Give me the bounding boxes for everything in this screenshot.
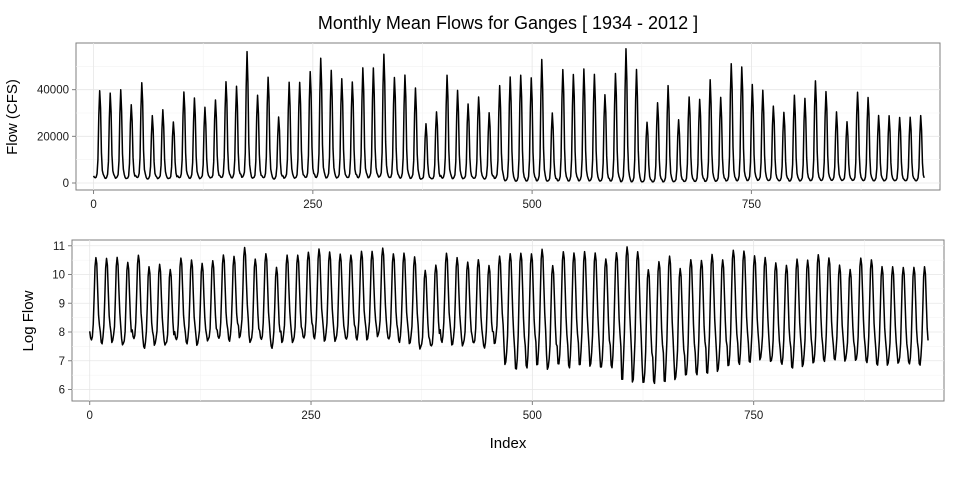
log-flow-x-tick-label: 750: [744, 410, 763, 422]
log-flow-y-tick-label: 7: [59, 356, 65, 368]
flow-x-tick-label: 250: [303, 199, 322, 211]
x-axis-label: Index: [490, 435, 527, 452]
log-flow-x-tick-label: 250: [301, 410, 320, 422]
log-flow-panel-y-axis: 6 7 8 9 10 11: [52, 241, 72, 397]
log-flow-panel-x-axis: 0 250 500 750: [87, 401, 763, 422]
flow-y-tick-label: 40000: [37, 85, 69, 97]
log-flow-y-tick-label: 9: [59, 298, 65, 310]
flow-y-tick-label: 20000: [37, 131, 69, 143]
log-flow-y-tick-label: 10: [52, 270, 65, 282]
log-flow-y-tick-label: 11: [53, 241, 65, 253]
log-flow-series-line: [88, 246, 929, 385]
flow-x-tick-label: 750: [742, 199, 761, 211]
flow-x-tick-label: 0: [90, 199, 96, 211]
log-flow-x-tick-label: 500: [523, 410, 542, 422]
flow-panel-y-axis: 0 20000 40000: [37, 85, 76, 190]
log-flow-panel: 0 250 500 750 6 7 8 9 10 11 Log Flow Index: [20, 239, 945, 452]
log-flow-y-tick-label: 8: [59, 327, 65, 339]
log-flow-y-tick-label: 6: [59, 385, 65, 397]
flow-y-tick-label: 0: [63, 178, 69, 190]
flow-panel: 0 250 500 750 0 20000 40000 Flow (CFS): [4, 42, 941, 211]
flow-x-tick-label: 500: [523, 199, 542, 211]
flow-series-line: [92, 48, 925, 183]
flow-panel-x-axis: 0 250 500 750: [90, 190, 761, 211]
log-flow-x-tick-label: 0: [87, 410, 93, 422]
flow-panel-y-label: Flow (CFS): [4, 79, 21, 155]
log-flow-panel-y-label: Log Flow: [20, 290, 37, 351]
chart-title: Monthly Mean Flows for Ganges [ 1934 - 2…: [318, 13, 698, 33]
